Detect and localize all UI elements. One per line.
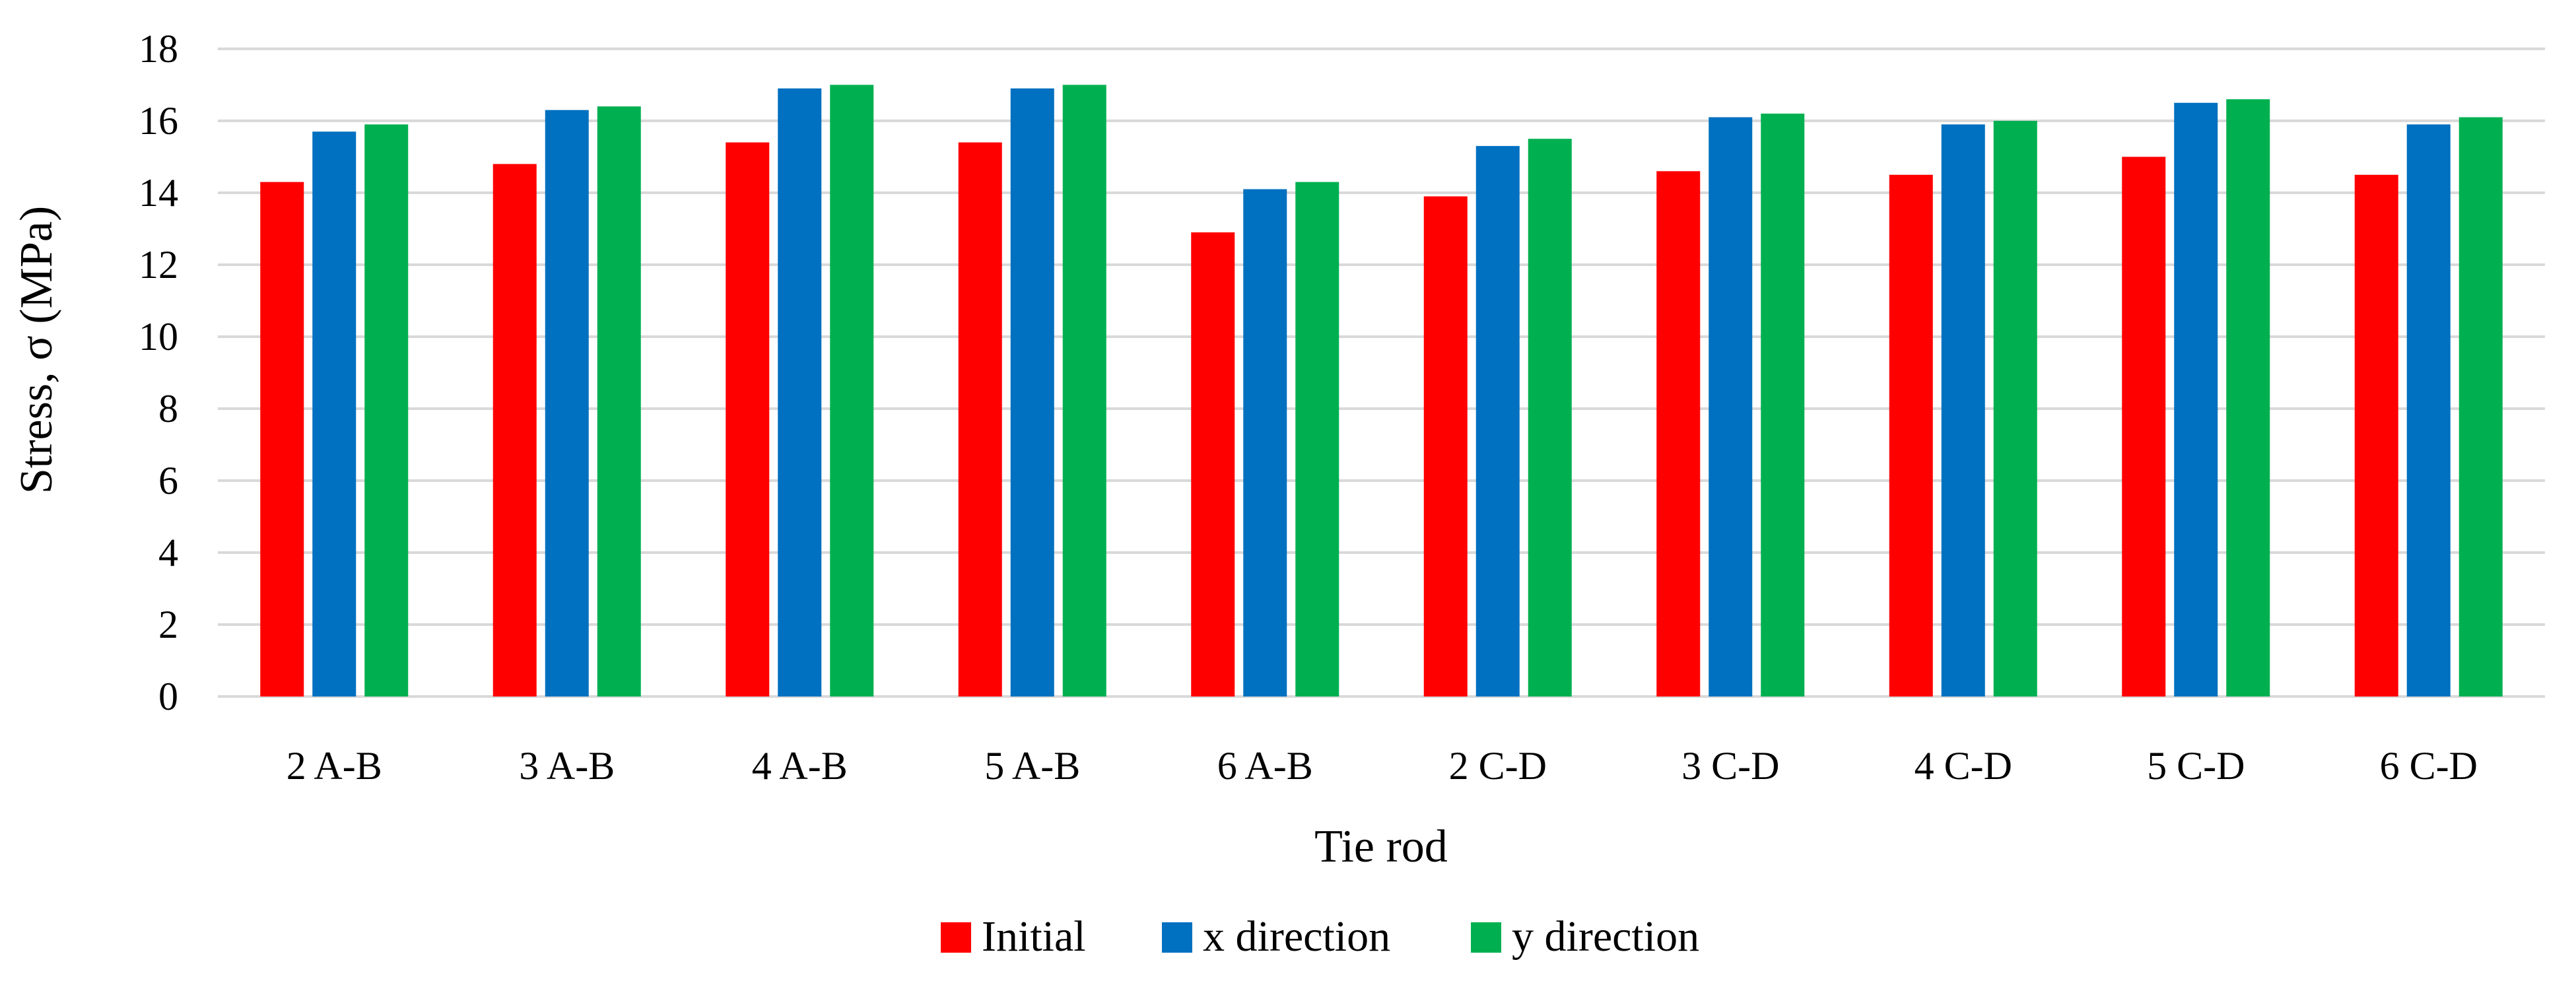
legend-label: y direction [1512, 912, 1699, 961]
bar [2458, 117, 2503, 697]
x-tick-label: 3 C-D [1681, 744, 1779, 788]
x-tick-label: 6 C-D [2380, 744, 2478, 788]
y-tick-label: 14 [139, 171, 178, 215]
bar [1295, 182, 1339, 697]
x-axis-ticks: 2 A-B 3 A-B 4 A-B 5 A-B 6 A-B 2 C-D 3 C-D 4 C-D… [287, 744, 2478, 788]
bar [1761, 114, 1805, 697]
bar [545, 110, 589, 697]
bar [1656, 171, 1701, 697]
bar [2226, 99, 2270, 697]
bar [597, 106, 641, 697]
bar [1889, 174, 1933, 697]
y-tick-label: 12 [139, 243, 178, 287]
bar [492, 164, 537, 697]
bars [260, 85, 2503, 697]
y-tick-label: 8 [158, 387, 178, 430]
legend-item: y direction [1471, 912, 1699, 961]
y-tick-label: 18 [139, 27, 178, 71]
legend-item: x direction [1162, 912, 1390, 961]
x-axis-title: Tie rod [1314, 821, 1448, 872]
x-tick-label: 2 A-B [287, 744, 382, 788]
y-axis-title: Stress, σ (MPa) [11, 206, 62, 494]
bar [2174, 102, 2218, 697]
x-tick-label: 4 C-D [1915, 744, 2012, 788]
y-tick-label: 16 [139, 99, 178, 143]
legend-swatch [1162, 922, 1192, 953]
bar [1709, 117, 1753, 697]
bar [312, 131, 356, 697]
bar [260, 182, 304, 697]
legend-swatch [941, 922, 971, 953]
legend-swatch [1471, 922, 1501, 953]
legend-label: x direction [1203, 912, 1390, 961]
legend: Initial x direction y direction [941, 912, 1699, 961]
bar [2406, 124, 2451, 697]
x-tick-label: 4 A-B [752, 744, 848, 788]
y-tick-label: 6 [158, 459, 178, 502]
x-tick-label: 5 C-D [2147, 744, 2245, 788]
bar [1993, 121, 2037, 697]
bar [726, 142, 770, 697]
bar [958, 142, 1002, 697]
y-tick-label: 0 [158, 675, 178, 718]
y-tick-label: 10 [139, 315, 178, 358]
y-tick-label: 4 [158, 531, 178, 574]
y-axis-ticks: 0 2 4 6 8 10 12 14 16 18 [139, 27, 178, 718]
bar [1941, 124, 1985, 697]
bar [1191, 232, 1235, 697]
bar [1528, 139, 1572, 697]
bar [1010, 88, 1054, 697]
x-tick-label: 3 A-B [519, 744, 615, 788]
y-tick-label: 2 [158, 603, 178, 646]
bar [2122, 156, 2166, 697]
x-tick-label: 6 A-B [1217, 744, 1313, 788]
legend-item: Initial [941, 912, 1086, 961]
x-tick-label: 2 C-D [1449, 744, 1547, 788]
x-tick-label: 5 A-B [984, 744, 1080, 788]
bar [364, 124, 409, 697]
bar [1062, 85, 1106, 697]
bar [2354, 174, 2398, 697]
legend-label: Initial [982, 912, 1086, 961]
bar [1423, 196, 1468, 697]
bar [778, 88, 822, 697]
bar [830, 85, 874, 697]
bar [1475, 146, 1520, 697]
bar [1243, 189, 1287, 697]
